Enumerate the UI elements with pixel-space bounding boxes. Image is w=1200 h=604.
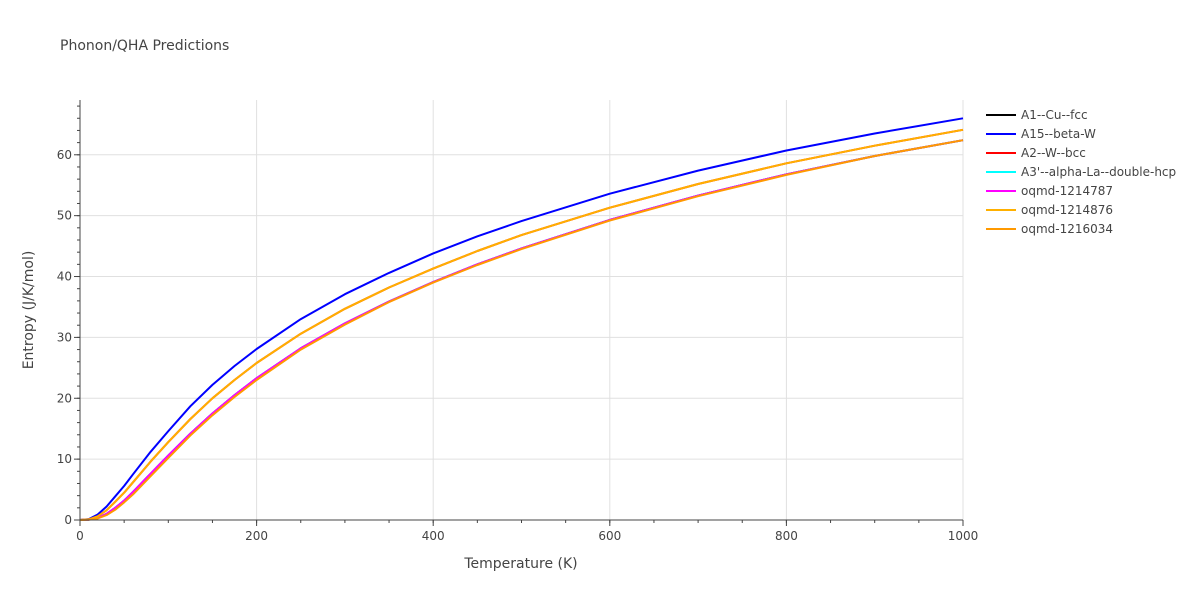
- x-tick-label: 200: [245, 529, 268, 543]
- series-line-4: [79, 139, 964, 521]
- legend-label: A3'--alpha-La--double-hcp: [1021, 165, 1176, 179]
- legend-item[interactable]: oqmd-1216034: [986, 222, 1113, 236]
- series-line-1: [79, 117, 964, 521]
- legend-item[interactable]: A1--Cu--fcc: [986, 108, 1088, 122]
- series-line-3: [79, 139, 964, 521]
- y-tick-label: 20: [57, 391, 72, 405]
- legend-label: oqmd-1216034: [1021, 222, 1113, 236]
- legend-label: oqmd-1214876: [1021, 203, 1113, 217]
- x-tick-label: 600: [598, 529, 621, 543]
- x-tick-label: 400: [422, 529, 445, 543]
- grid: [80, 100, 964, 520]
- y-axis-title: Entropy (J/K/mol): [21, 251, 37, 370]
- series-line-2: [79, 128, 964, 521]
- legend: A1--Cu--fcc A15--beta-W A2--W--bcc A3'--alp…: [986, 108, 1176, 236]
- y-tick-label: 30: [57, 330, 72, 344]
- y-tick-label: 60: [57, 148, 72, 162]
- legend-item[interactable]: oqmd-1214787: [986, 184, 1113, 198]
- x-axis-title: Temperature (K): [463, 556, 577, 572]
- x-tick-label: 1000: [948, 529, 979, 543]
- series-line-0: [79, 139, 964, 521]
- legend-label: A15--beta-W: [1021, 127, 1096, 141]
- y-tick-label: 0: [64, 513, 72, 527]
- chart-title: Phonon/QHA Predictions: [60, 38, 229, 54]
- legend-label: A1--Cu--fcc: [1021, 108, 1088, 122]
- series-line-6: [79, 139, 964, 521]
- legend-item[interactable]: oqmd-1214876: [986, 203, 1113, 217]
- y-tick-label: 10: [57, 452, 72, 466]
- legend-label: A2--W--bcc: [1021, 146, 1086, 160]
- y-tick-label: 50: [57, 209, 72, 223]
- x-tick-label: 0: [76, 529, 84, 543]
- legend-item[interactable]: A3'--alpha-La--double-hcp: [986, 165, 1176, 179]
- series-lines: [79, 117, 964, 521]
- legend-item[interactable]: A15--beta-W: [986, 127, 1096, 141]
- series-line-5: [79, 128, 964, 521]
- legend-item[interactable]: A2--W--bcc: [986, 146, 1086, 160]
- legend-label: oqmd-1214787: [1021, 184, 1113, 198]
- y-tick-label: 40: [57, 270, 72, 284]
- x-tick-label: 800: [775, 529, 798, 543]
